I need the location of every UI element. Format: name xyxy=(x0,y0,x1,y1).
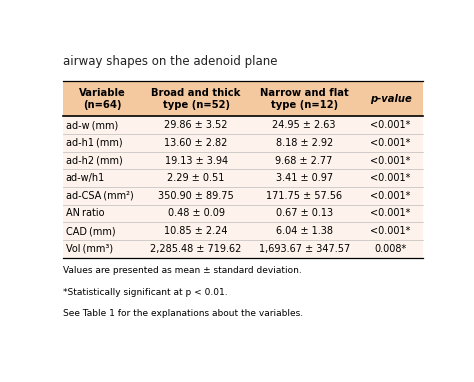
Text: 1,693.67 ± 347.57: 1,693.67 ± 347.57 xyxy=(258,244,350,254)
Text: <0.001*: <0.001* xyxy=(370,209,410,219)
Text: ad-h2 (mm): ad-h2 (mm) xyxy=(66,155,123,165)
Bar xyxy=(63,240,423,257)
Bar xyxy=(63,169,423,187)
Text: 2,285.48 ± 719.62: 2,285.48 ± 719.62 xyxy=(150,244,242,254)
Text: ad-w/h1: ad-w/h1 xyxy=(66,173,105,183)
Text: <0.001*: <0.001* xyxy=(370,138,410,148)
Text: ad-w (mm): ad-w (mm) xyxy=(66,120,118,130)
Text: 0.48 ± 0.09: 0.48 ± 0.09 xyxy=(168,209,225,219)
Text: <0.001*: <0.001* xyxy=(370,120,410,130)
Bar xyxy=(63,134,423,152)
Text: p-value: p-value xyxy=(370,94,411,104)
Text: 0.008*: 0.008* xyxy=(374,244,407,254)
Text: <0.001*: <0.001* xyxy=(370,226,410,236)
Text: Vol (mm³): Vol (mm³) xyxy=(66,244,113,254)
Text: 8.18 ± 2.92: 8.18 ± 2.92 xyxy=(275,138,333,148)
Text: ad-h1 (mm): ad-h1 (mm) xyxy=(66,138,122,148)
Text: airway shapes on the adenoid plane: airway shapes on the adenoid plane xyxy=(63,55,277,68)
Bar xyxy=(63,205,423,222)
Text: 6.04 ± 1.38: 6.04 ± 1.38 xyxy=(275,226,333,236)
Text: CAD (mm): CAD (mm) xyxy=(66,226,116,236)
Text: 171.75 ± 57.56: 171.75 ± 57.56 xyxy=(266,191,342,201)
Text: *Statistically significant at p < 0.01.: *Statistically significant at p < 0.01. xyxy=(63,288,228,297)
Bar xyxy=(63,187,423,205)
Text: ad-CSA (mm²): ad-CSA (mm²) xyxy=(66,191,134,201)
Text: <0.001*: <0.001* xyxy=(370,155,410,165)
Text: 19.13 ± 3.94: 19.13 ± 3.94 xyxy=(164,155,228,165)
Bar xyxy=(63,152,423,169)
Text: AN ratio: AN ratio xyxy=(66,209,104,219)
Text: 2.29 ± 0.51: 2.29 ± 0.51 xyxy=(167,173,225,183)
Text: 13.60 ± 2.82: 13.60 ± 2.82 xyxy=(164,138,228,148)
Text: Narrow and flat
type (n=12): Narrow and flat type (n=12) xyxy=(260,88,348,110)
Text: 0.67 ± 0.13: 0.67 ± 0.13 xyxy=(275,209,333,219)
Text: <0.001*: <0.001* xyxy=(370,191,410,201)
Text: 350.90 ± 89.75: 350.90 ± 89.75 xyxy=(158,191,234,201)
Text: 29.86 ± 3.52: 29.86 ± 3.52 xyxy=(164,120,228,130)
Bar xyxy=(63,222,423,240)
Text: 9.68 ± 2.77: 9.68 ± 2.77 xyxy=(275,155,333,165)
Text: <0.001*: <0.001* xyxy=(370,173,410,183)
Text: Values are presented as mean ± standard deviation.: Values are presented as mean ± standard … xyxy=(63,267,301,275)
Bar xyxy=(63,117,423,134)
Text: Broad and thick
type (n=52): Broad and thick type (n=52) xyxy=(151,88,241,110)
Text: 24.95 ± 2.63: 24.95 ± 2.63 xyxy=(273,120,336,130)
Text: Variable
(n=64): Variable (n=64) xyxy=(79,88,126,110)
Text: 3.41 ± 0.97: 3.41 ± 0.97 xyxy=(275,173,333,183)
Text: 10.85 ± 2.24: 10.85 ± 2.24 xyxy=(164,226,228,236)
Text: See Table 1 for the explanations about the variables.: See Table 1 for the explanations about t… xyxy=(63,309,303,318)
